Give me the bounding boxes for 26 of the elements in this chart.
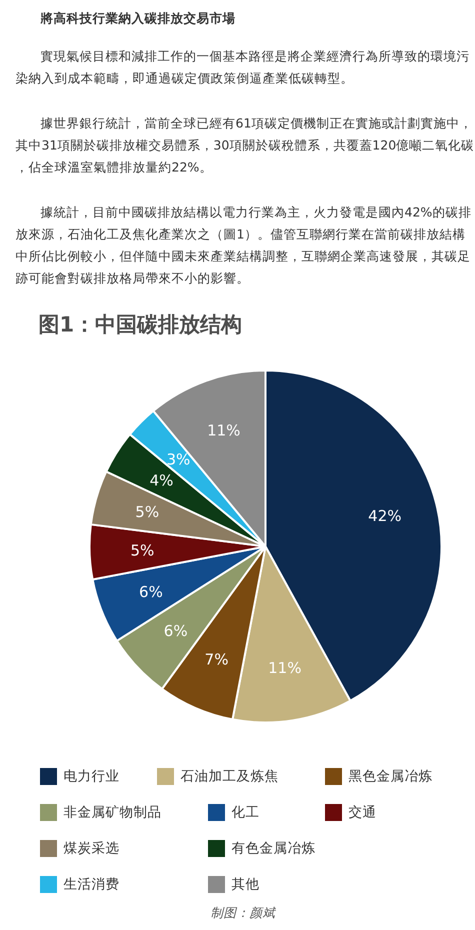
legend-label: 化工 [232, 804, 260, 820]
legend-label: 有色金属冶炼 [232, 840, 316, 856]
data-label: 6% [164, 622, 188, 640]
text: 實現氣候目標和減排工作的一個基本路徑是將企業經濟行為所導致的環境污染納入到成本範疇，即通過碳定價政策倒逼產業低碳轉型。 [16, 48, 470, 86]
text: 制图：颜斌 [210, 905, 276, 920]
text: 據世界銀行統計，當前全球已經有61項碳定價機制正在實施或計劃實施中，其中31項關於碳排放權交易體系，30項關於碳稅體系，共覆蓋120億噸二氧化碳，佔全球溫室氣體排放量約22%。 [16, 116, 474, 174]
legend-label: 石油加工及炼焦 [180, 768, 278, 784]
data-label: 42% [368, 506, 402, 525]
text: 將高科技行業納入碳排放交易市場 [40, 10, 236, 26]
data-label: 3% [166, 450, 190, 468]
data-label: 7% [204, 650, 228, 669]
legend-label: 黑色金属冶炼 [348, 768, 432, 784]
data-label: 6% [139, 582, 163, 601]
legend-label: 交通 [348, 804, 376, 820]
text: 據統計，目前中國碳排放結構以電力行業為主，火力發電是國內42%的碳排放來源，石油化工及焦化產業次之（圖1）。儘管互聯網行業在當前碳排放結構中所佔比例較小，但伴隨中國未來產業結構調整，互聯網企業高速發展，其碳足跡可能會對碳排放格局帶來不小的影響。 [16, 204, 472, 286]
legend-label: 其他 [232, 876, 260, 892]
data-label: 5% [130, 541, 154, 560]
legend-label: 生活消费 [64, 876, 120, 892]
legend-label: 非金属矿物制品 [64, 804, 162, 820]
legend-label: 煤炭采选 [64, 840, 120, 856]
data-label: 11% [268, 659, 302, 678]
chart-title: 图1：中国碳排放结构 [38, 312, 242, 336]
data-label: 5% [135, 503, 160, 522]
data-label: 4% [150, 471, 174, 490]
data-label: 11% [207, 422, 240, 440]
legend-label: 电力行业 [64, 768, 120, 784]
